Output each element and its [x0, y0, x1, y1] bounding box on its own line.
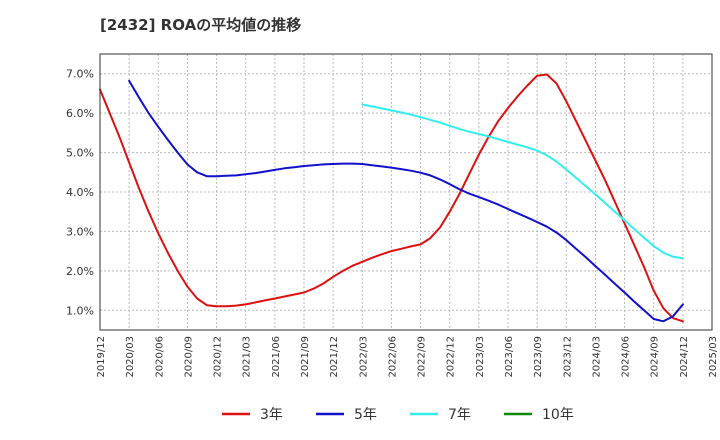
x-tick-label: 2021/09: [300, 336, 311, 378]
x-tick-label: 2021/03: [242, 336, 253, 378]
x-axis: 2019/12 2020/03 2020/06 2020/09 2020/12 2021/…: [96, 336, 719, 378]
y-tick-label: 1.0%: [66, 304, 94, 317]
plot-border: [99, 53, 713, 331]
x-tick-label: 2024/12: [679, 336, 690, 378]
x-tick-label: 2020/09: [183, 336, 194, 378]
x-tick-label: 2023/12: [562, 336, 573, 378]
x-tick-label: 2023/03: [475, 336, 486, 378]
x-tick-label: 2024/06: [621, 336, 632, 378]
x-tick-label: 2020/06: [154, 336, 165, 378]
x-tick-label: 2022/09: [417, 336, 428, 378]
x-tick-label: 2022/12: [446, 336, 457, 378]
x-tick-label: 2025/03: [708, 336, 719, 378]
x-tick-label: 2020/03: [125, 336, 136, 378]
legend: 3年 5年 7年 10年: [222, 407, 574, 423]
x-tick-label: 2022/03: [358, 336, 369, 378]
x-tick-label: 2021/12: [329, 336, 340, 378]
x-tick-label: 2022/06: [387, 336, 398, 378]
x-tick-label: 2021/06: [271, 336, 282, 378]
y-axis: 1.0% 2.0% 3.0% 4.0% 5.0% 6.0% 7.0%: [66, 68, 94, 318]
series-line-3: [361, 103, 684, 260]
y-tick-label: 3.0%: [66, 225, 94, 238]
x-tick-label: 2023/06: [504, 336, 515, 378]
x-tick-label: 2019/12: [96, 336, 107, 378]
legend-label: 10年: [542, 407, 574, 423]
legend-label: 5年: [354, 407, 377, 423]
y-tick-label: 7.0%: [66, 68, 94, 81]
legend-label: 7年: [448, 407, 471, 423]
legend-label: 3年: [260, 407, 283, 423]
series-lines: [99, 73, 684, 323]
y-tick-label: 5.0%: [66, 147, 94, 160]
x-tick-label: 2023/09: [533, 336, 544, 378]
series-line-1: [99, 73, 684, 323]
y-tick-label: 4.0%: [66, 186, 94, 199]
y-tick-label: 6.0%: [66, 107, 94, 120]
chart-title: [2432] ROAの平均値の推移: [100, 16, 302, 34]
x-tick-label: 2024/09: [650, 336, 661, 378]
y-tick-label: 2.0%: [66, 265, 94, 278]
x-tick-label: 2020/12: [213, 336, 224, 378]
series-line-2: [128, 79, 684, 323]
x-tick-label: 2024/03: [591, 336, 602, 378]
